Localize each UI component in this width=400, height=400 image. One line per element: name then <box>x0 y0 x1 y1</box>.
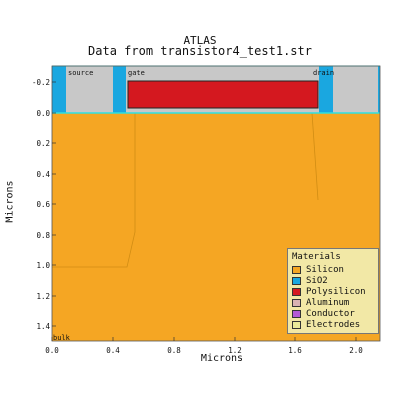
y-tick-label: 1.2 <box>36 292 50 301</box>
y-axis-ticks: -0.2 0.0 0.2 0.4 0.6 0.8 1.0 1.2 1.4 <box>32 78 56 331</box>
legend-swatch <box>292 265 301 274</box>
drain-label: drain <box>313 69 334 77</box>
plot-title: ATLAS <box>183 34 217 47</box>
drain-electrode <box>333 66 378 113</box>
x-tick-label: 0.8 <box>167 346 181 355</box>
legend-swatch <box>292 276 301 285</box>
y-tick-label: 0.4 <box>36 170 50 179</box>
x-axis-label: Microns <box>200 353 244 364</box>
source-electrode <box>66 66 113 113</box>
bulk-label: bulk <box>53 334 71 342</box>
legend-item: Silicon <box>292 264 374 275</box>
legend-label: Silicon <box>306 264 344 275</box>
y-tick-label: 1.4 <box>36 322 50 331</box>
gate-label: gate <box>128 69 145 77</box>
legend-label: Aluminum <box>306 297 350 308</box>
y-tick-label: 0.2 <box>36 139 50 148</box>
y-tick-label: 0.6 <box>36 200 50 209</box>
source-label: source <box>68 69 93 77</box>
y-tick-label: 0.8 <box>36 231 50 240</box>
y-tick-label: -0.2 <box>32 78 50 87</box>
materials-legend: Materials Silicon SiO2 Polysilicon Aluminum… <box>287 248 379 334</box>
y-axis-label: Microns <box>4 180 16 223</box>
plot-frame <box>51 65 381 342</box>
junction-line-drain <box>311 112 319 201</box>
legend-swatch <box>292 287 301 296</box>
legend-swatch <box>292 320 301 329</box>
x-tick-label: 1.2 <box>228 346 242 355</box>
x-tick-label: 0.4 <box>106 346 120 355</box>
legend-item: Electrodes <box>292 319 374 330</box>
legend-item: SiO2 <box>292 275 374 286</box>
plot-subtitle: Data from transistor4_test1.str <box>88 44 312 58</box>
legend-item: Aluminum <box>292 297 374 308</box>
legend-swatch <box>292 298 301 307</box>
x-tick-label: 1.6 <box>288 346 302 355</box>
legend-item: Conductor <box>292 308 374 319</box>
polysilicon-gate <box>127 80 319 109</box>
x-tick-label: 0.0 <box>45 346 59 355</box>
legend-label: SiO2 <box>306 275 328 286</box>
junction-line-source <box>52 113 136 268</box>
legend-label: Polysilicon <box>306 286 366 297</box>
legend-title: Materials <box>292 252 341 262</box>
legend-label: Conductor <box>306 308 355 319</box>
legend-swatch <box>292 309 301 318</box>
x-tick-label: 2.0 <box>349 346 363 355</box>
legend-item: Polysilicon <box>292 286 374 297</box>
y-tick-label: 1.0 <box>36 261 50 270</box>
legend-label: Electrodes <box>306 319 361 330</box>
y-tick-label: 0.0 <box>36 109 50 118</box>
x-axis-ticks: 0.0 0.4 0.8 1.2 1.6 2.0 <box>45 337 363 355</box>
